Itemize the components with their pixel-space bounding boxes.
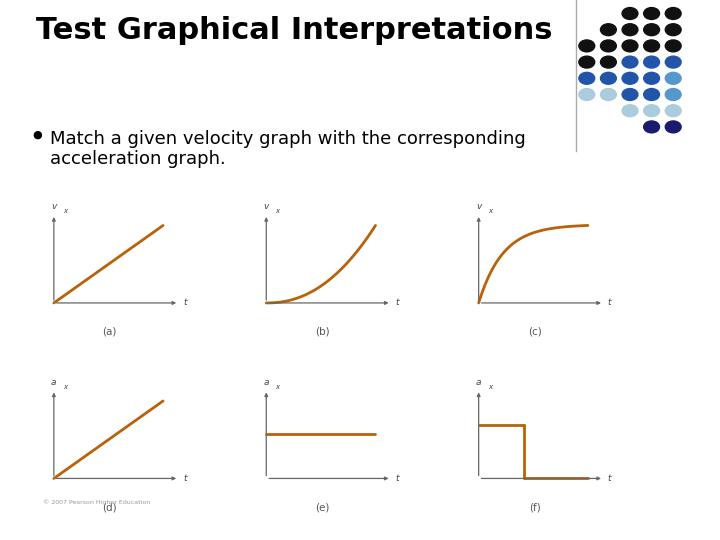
Text: (b): (b) <box>315 327 330 337</box>
Text: Test Graphical Interpretations: Test Graphical Interpretations <box>36 16 552 45</box>
Text: v: v <box>476 202 482 211</box>
Text: x: x <box>63 383 67 390</box>
Text: a: a <box>476 378 482 387</box>
Text: t: t <box>608 299 611 307</box>
Text: (c): (c) <box>528 327 541 337</box>
Text: t: t <box>395 474 399 483</box>
Text: © 2007 Pearson Higher Education: © 2007 Pearson Higher Education <box>43 500 150 505</box>
Text: x: x <box>488 383 492 390</box>
Text: t: t <box>395 299 399 307</box>
Text: (d): (d) <box>102 502 117 512</box>
Text: a: a <box>264 378 269 387</box>
Text: v: v <box>51 202 57 211</box>
Text: t: t <box>608 474 611 483</box>
Text: x: x <box>63 208 67 214</box>
Text: Match a given velocity graph with the corresponding
acceleration graph.: Match a given velocity graph with the co… <box>50 130 526 168</box>
Text: v: v <box>264 202 269 211</box>
Text: a: a <box>51 378 57 387</box>
Text: ●: ● <box>32 130 42 140</box>
Text: (e): (e) <box>315 502 329 512</box>
Text: (a): (a) <box>103 327 117 337</box>
Text: t: t <box>183 474 186 483</box>
Text: (f): (f) <box>528 502 541 512</box>
Text: x: x <box>488 208 492 214</box>
Text: t: t <box>183 299 186 307</box>
Text: x: x <box>276 383 279 390</box>
Text: x: x <box>276 208 279 214</box>
